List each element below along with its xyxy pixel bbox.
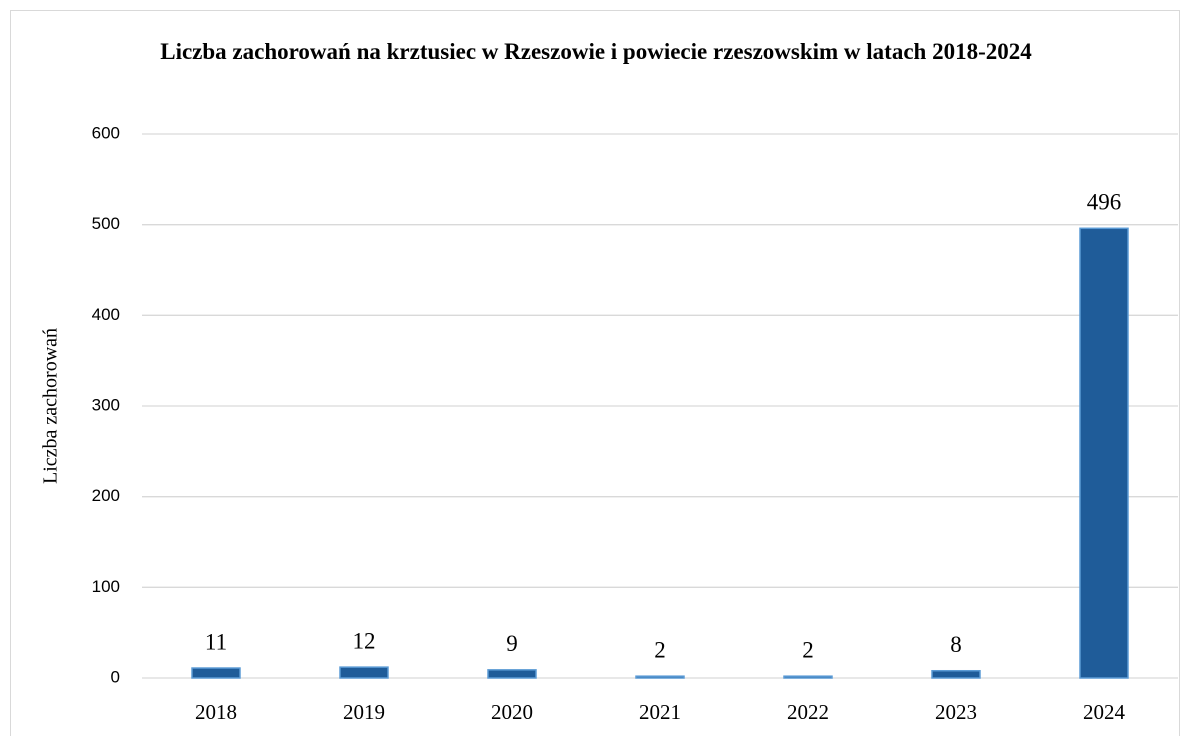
- bar: [487, 669, 537, 679]
- data-label: 2: [802, 637, 814, 662]
- data-label: 8: [950, 632, 962, 657]
- y-tick-label: 600: [92, 123, 120, 142]
- bar: [931, 669, 981, 679]
- x-tick-label: 2019: [343, 700, 385, 724]
- bar: [783, 675, 833, 679]
- data-label: 9: [506, 631, 518, 656]
- y-tick-label: 300: [92, 395, 120, 414]
- y-tick-label: 100: [92, 577, 120, 596]
- data-label: 496: [1087, 190, 1122, 215]
- chart-frame: [10, 10, 1180, 736]
- bar: [191, 667, 241, 679]
- y-tick-label: 200: [92, 486, 120, 505]
- x-tick-label: 2020: [491, 700, 533, 724]
- x-tick-label: 2018: [195, 700, 237, 724]
- y-tick-label: 400: [92, 305, 120, 324]
- data-label: 11: [205, 629, 227, 654]
- y-tick-label: 500: [92, 214, 120, 233]
- y-tick-label: 0: [111, 667, 120, 686]
- x-tick-label: 2023: [935, 700, 977, 724]
- y-axis-label: Liczba zachorowań: [40, 328, 62, 484]
- bar: [339, 666, 389, 679]
- data-label: 2: [654, 637, 666, 662]
- bar: [635, 675, 685, 679]
- x-tick-label: 2024: [1083, 700, 1126, 724]
- x-tick-label: 2022: [787, 700, 829, 724]
- data-label: 12: [353, 628, 376, 653]
- x-tick-label: 2021: [639, 700, 681, 724]
- bar: [1079, 227, 1129, 679]
- chart-title: Liczba zachorowań na krztusiec w Rzeszow…: [160, 39, 1032, 64]
